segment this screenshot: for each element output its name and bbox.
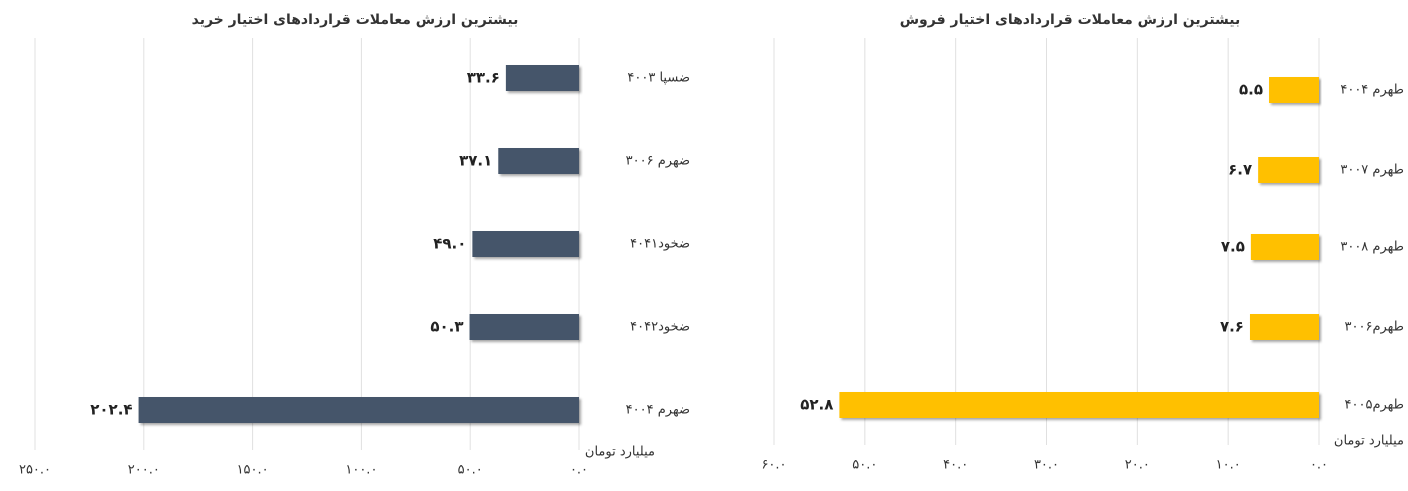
- x-tick-label: ۵۰.۰: [852, 458, 877, 473]
- bar: [469, 314, 579, 340]
- bar: [1250, 234, 1319, 260]
- x-tick-label: ۵۰.۰: [458, 463, 483, 478]
- category-label: ضهرم ۳۰۰۶: [626, 154, 690, 169]
- value-label: ۶.۷: [1228, 161, 1252, 179]
- category-label: طهرم۳۰۰۶: [1345, 320, 1405, 335]
- chart-title: بیشترین ارزش معاملات قراردادهای اختیار خ…: [192, 12, 519, 28]
- value-label: ۴۹.۰: [433, 235, 466, 253]
- category-label: ضخود۴۰۴۱: [630, 237, 690, 252]
- axis-label: میلیارد تومان: [585, 445, 655, 460]
- bar: [472, 231, 579, 257]
- category-label: طهرم ۳۰۰۷: [1340, 163, 1404, 178]
- bar: [1249, 314, 1319, 340]
- value-label: ۷.۶: [1220, 318, 1244, 336]
- x-tick-label: ۲۰.۰: [1125, 458, 1150, 473]
- x-tick-label: ۱۰.۰: [1216, 458, 1241, 473]
- x-tick-label: ۰.۰: [570, 463, 588, 478]
- chart-title: بیشترین ارزش معاملات قراردادهای اختیار ف…: [900, 12, 1241, 28]
- category-label: طهرم۴۰۰۵: [1345, 398, 1405, 413]
- x-tick-label: ۲۵۰.۰: [19, 463, 51, 478]
- x-tick-label: ۱۵۰.۰: [237, 463, 269, 478]
- category-label: طهرم ۳۰۰۸: [1340, 240, 1404, 255]
- value-label: ۲۰۲.۴: [90, 401, 132, 419]
- bar: [839, 392, 1319, 418]
- category-label: ضهرم ۴۰۰۴: [626, 403, 690, 418]
- x-tick-label: ۱۰۰.۰: [345, 463, 377, 478]
- bar: [138, 397, 579, 423]
- category-label: طهرم ۴۰۰۴: [1340, 83, 1404, 98]
- bar: [498, 148, 579, 174]
- x-tick-label: ۰.۰: [1310, 458, 1328, 473]
- value-label: ۵۲.۸: [800, 396, 833, 414]
- axis-label: میلیارد تومان: [1334, 434, 1404, 449]
- value-label: ۳۷.۱: [459, 152, 492, 170]
- x-tick-label: ۴۰.۰: [943, 458, 968, 473]
- value-label: ۷.۵: [1221, 238, 1245, 256]
- x-tick-label: ۲۰۰.۰: [128, 463, 160, 478]
- category-label: ضخود۴۰۴۲: [630, 320, 690, 335]
- category-label: ضسپا ۴۰۰۳: [627, 71, 690, 86]
- x-tick-label: ۳۰.۰: [1034, 458, 1059, 473]
- bar: [1258, 157, 1319, 183]
- value-label: ۵.۵: [1239, 81, 1263, 99]
- value-label: ۳۳.۶: [467, 69, 500, 87]
- bar: [505, 65, 579, 91]
- value-label: ۵۰.۳: [430, 318, 463, 336]
- bar: [1269, 77, 1319, 103]
- x-tick-label: ۶۰.۰: [761, 458, 786, 473]
